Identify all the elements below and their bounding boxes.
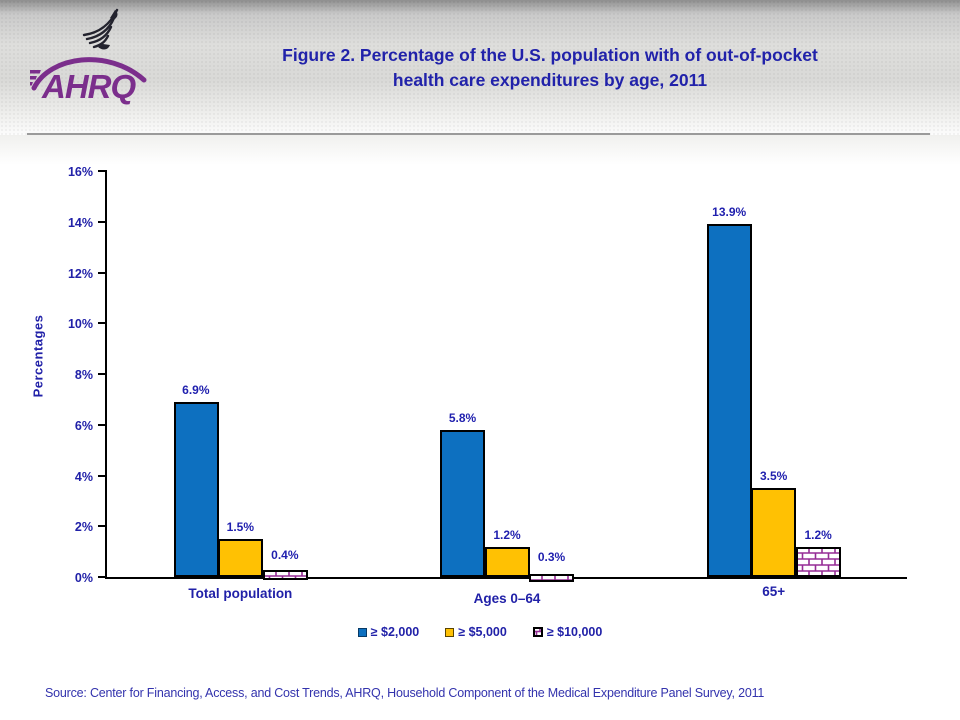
legend-label: ≥ $2,000 — [370, 625, 420, 639]
brick-pattern-fill — [795, 547, 841, 577]
legend-label: ≥ $5,000 — [458, 625, 507, 639]
bar-value-label: 0.3% — [537, 550, 566, 564]
y-axis-title: Percentages — [30, 314, 46, 398]
y-axis-tick — [98, 576, 107, 578]
bar-3-group-1 — [261, 567, 308, 580]
y-axis-tick — [98, 220, 107, 223]
page-title-line1: Figure 2. Percentage of the U.S. populat… — [282, 45, 818, 65]
bar-1-group-3 — [706, 224, 752, 577]
y-axis-tick — [98, 322, 107, 325]
y-axis-tick — [98, 423, 107, 426]
category-label-1: Total population — [188, 586, 293, 601]
y-axis-tick — [98, 474, 107, 477]
legend-label: ≥ $10,000 — [546, 625, 603, 639]
category-label-2: Ages 0–64 — [473, 591, 541, 606]
y-axis-tick-label: 16% — [67, 165, 93, 179]
legend-swatch-brick — [532, 627, 543, 637]
ahrq-logo-text: AHRQ — [41, 68, 136, 105]
category-label-3: 65+ — [762, 584, 786, 599]
bar-value-label: 0.4% — [271, 548, 299, 562]
y-axis-tick-label: 8% — [74, 368, 93, 382]
bar-value-label: 1.5% — [226, 520, 254, 534]
chart-legend: ≥ $2,000 ≥ $5,000 ≥ $10,000 — [0, 623, 960, 641]
legend-item-3: ≥ $10,000 — [532, 625, 603, 639]
bar-value-label: 3.5% — [759, 469, 788, 483]
bar-2-group-1 — [218, 539, 264, 577]
y-axis-tick-label: 0% — [74, 571, 93, 585]
legend-swatch — [445, 627, 455, 637]
legend-item-1: ≥ $2,000 — [357, 625, 420, 639]
y-axis-tick-label: 10% — [67, 317, 93, 332]
y-axis-tick — [98, 271, 107, 274]
y-axis-tick-label: 12% — [67, 266, 93, 281]
bar-value-label: 5.8% — [448, 411, 477, 425]
bar-value-label: 6.9% — [182, 383, 210, 397]
hhs-eagle-icon — [82, 8, 119, 50]
y-axis-tick-label: 14% — [67, 215, 93, 230]
page-title: Figure 2. Percentage of the U.S. populat… — [170, 43, 930, 94]
y-axis-tick-label: 4% — [74, 469, 93, 484]
slide-header: AHRQ Figure 2. Percentage of the U.S. po… — [0, 0, 960, 135]
source-text: Source: Center for Financing, Access, an… — [45, 686, 765, 700]
y-axis-tick-label: 2% — [74, 520, 93, 535]
legend-swatch — [357, 627, 367, 637]
y-axis-tick — [98, 373, 107, 375]
bar-3-group-3 — [795, 547, 841, 577]
bar-value-label: 1.2% — [804, 528, 832, 542]
bar-1-group-2 — [440, 430, 486, 577]
brick-pattern-fill — [261, 570, 308, 580]
bar-1-group-1 — [173, 402, 219, 577]
bar-value-label: 1.2% — [493, 528, 521, 542]
brick-pattern-fill — [528, 574, 575, 582]
y-axis-tick-label: 6% — [74, 418, 93, 433]
bar-2-group-3 — [751, 488, 797, 577]
page-title-line2: health care expenditures by age, 2011 — [392, 70, 708, 91]
y-axis-tick — [98, 525, 107, 528]
ahrq-logo-block: AHRQ — [30, 2, 160, 106]
y-axis-tick — [98, 170, 107, 172]
plot-area: 0% 2% 4% 6% 8% 10% 12% 14% 16% 6.9% 1.5% 0.4% Total … — [68, 165, 907, 606]
bar-2-group-2 — [484, 547, 530, 577]
bar-value-label: 13.9% — [712, 205, 747, 219]
ahrq-logo: AHRQ — [30, 57, 147, 105]
header-divider — [27, 133, 930, 135]
legend-item-2: ≥ $5,000 — [445, 625, 507, 639]
header-fade — [0, 135, 960, 165]
bar-3-group-2 — [528, 569, 575, 582]
